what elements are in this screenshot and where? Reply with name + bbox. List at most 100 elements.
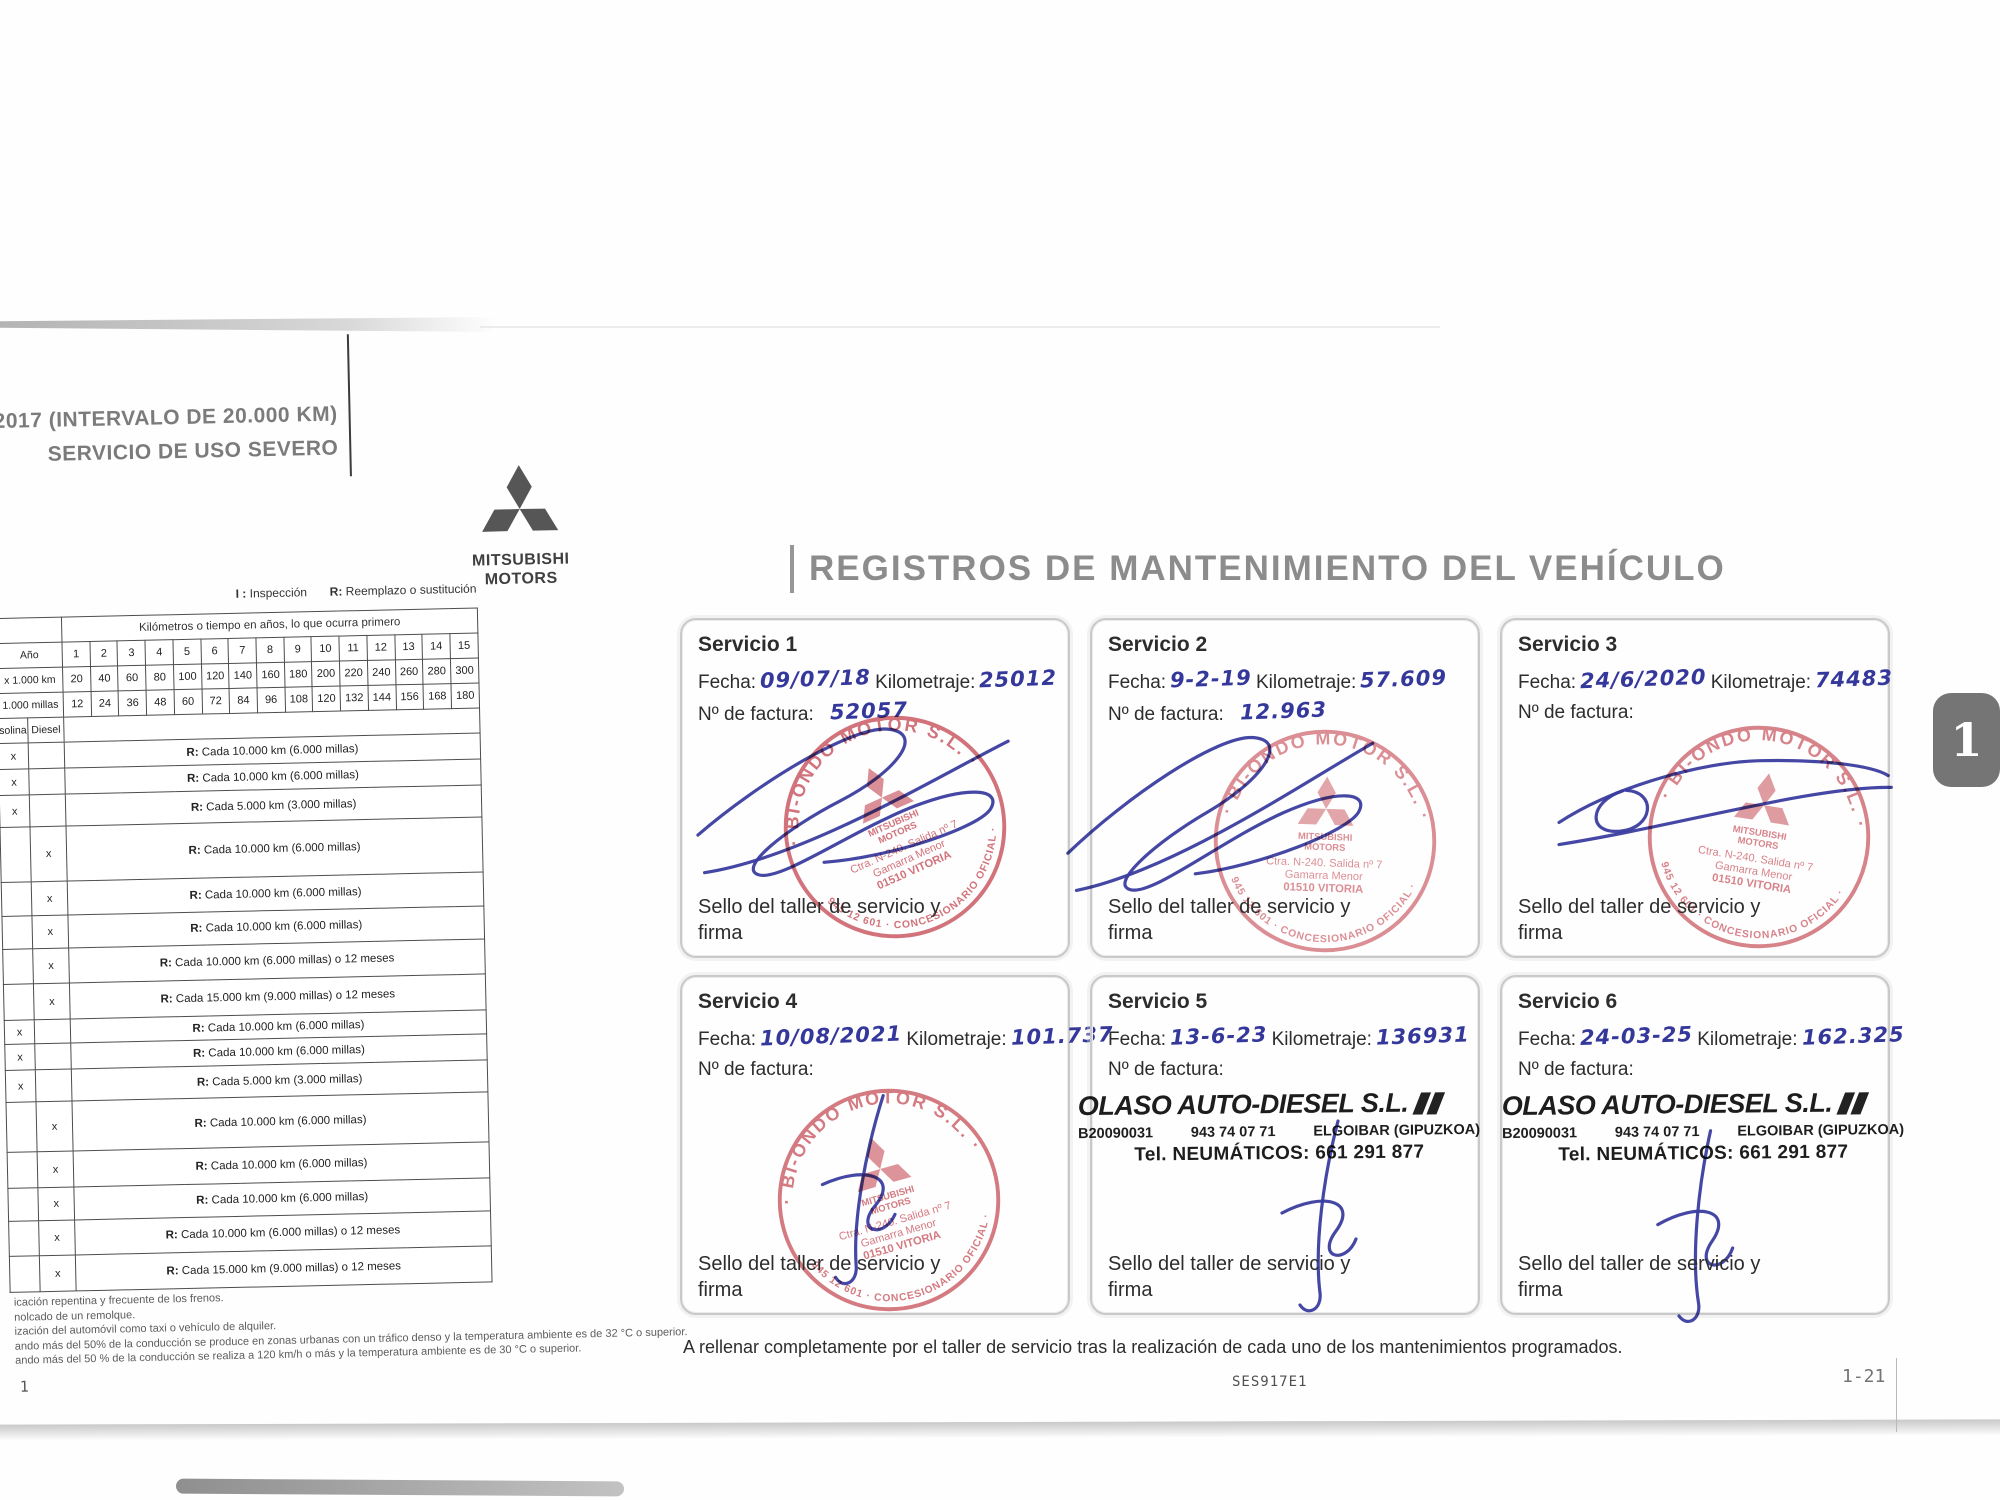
num-cell: 36 bbox=[118, 690, 147, 716]
service-box: · BI-ONDO MOTOR S.L. · 945 12 601 · CONC… bbox=[1500, 618, 1893, 958]
fuel-mark bbox=[0, 826, 32, 883]
services-grid: · BI-ONDO MOTOR S.L. · 945 12 601 · CONC… bbox=[680, 618, 1905, 1326]
fecha-label: Fecha: bbox=[1108, 672, 1167, 693]
divider bbox=[346, 334, 352, 477]
num-cell: 100 bbox=[173, 664, 202, 690]
num-cell: 13 bbox=[394, 634, 423, 660]
maintenance-schedule-panel: 2017 (INTERVALO DE 20.000 KM) SERVICIO D… bbox=[0, 318, 688, 1500]
num-cell: 8 bbox=[255, 637, 285, 663]
num-cell: 48 bbox=[146, 689, 175, 716]
legend-i-key: I : bbox=[235, 586, 247, 601]
fuel-mark: x bbox=[37, 1150, 74, 1188]
num-cell: 3 bbox=[117, 640, 146, 666]
fuel-mark bbox=[35, 1068, 73, 1102]
fuel-mark: x bbox=[4, 1043, 36, 1071]
brand-name-line1: MITSUBISHI bbox=[471, 550, 570, 570]
fuel-mark: x bbox=[39, 1254, 77, 1292]
maintenance-schedule-table: Kilómetros o tiempo en años, lo que ocur… bbox=[0, 607, 493, 1293]
num-cell: 168 bbox=[423, 683, 452, 710]
service-box: · BI-ONDO MOTOR S.L. · 945 12 601 · CONC… bbox=[1066, 618, 1480, 958]
sello-label-line1: Sello del taller de servicio y bbox=[698, 896, 941, 918]
num-cell: 280 bbox=[422, 658, 451, 685]
num-cell: 1 bbox=[62, 641, 91, 668]
service-date-km-line: Fecha: 13-6-23 Kilometraje: 136931 bbox=[1108, 1022, 1470, 1055]
section-tab: 1 bbox=[1933, 693, 2000, 787]
sello-label-line1: Sello del taller de servicio y bbox=[1108, 896, 1351, 918]
factura-value: 52057 bbox=[829, 697, 909, 725]
kilometraje-label: Kilometraje: bbox=[1271, 1029, 1372, 1050]
fecha-value: 24-03-25 bbox=[1579, 1022, 1694, 1050]
mitsubishi-brand: MITSUBISHI MOTORS bbox=[452, 457, 589, 590]
fecha-label: Fecha: bbox=[698, 1029, 757, 1050]
num-cell: 24 bbox=[90, 690, 120, 717]
num-cell: 4 bbox=[145, 639, 174, 666]
num-cell: 180 bbox=[284, 661, 313, 688]
service-title: Servicio 6 bbox=[1518, 990, 1618, 1013]
num-cell: 96 bbox=[257, 687, 286, 713]
num-cell: 6 bbox=[200, 638, 229, 665]
num-cell: 14 bbox=[422, 633, 451, 660]
sello-label-line1: Sello del taller de servicio y bbox=[1518, 1253, 1761, 1275]
service-box: · BI-ONDO MOTOR S.L. · 945 12 601 · CONC… bbox=[680, 618, 1070, 961]
service-title: Servicio 3 bbox=[1518, 633, 1618, 656]
page-reference: 1-21 bbox=[1842, 1366, 1886, 1387]
fuel-mark bbox=[7, 1151, 38, 1189]
fecha-label: Fecha: bbox=[698, 672, 757, 693]
sello-label-line2: firma bbox=[1108, 1279, 1153, 1301]
num-cell: 140 bbox=[228, 662, 258, 689]
legend-r-key: R: bbox=[329, 584, 343, 599]
num-cell: 72 bbox=[201, 688, 230, 715]
left-page-number: 1 bbox=[19, 1377, 29, 1396]
factura-label: Nº de factura: bbox=[698, 704, 814, 725]
service-invoice-line: Nº de factura: bbox=[1518, 1055, 1872, 1085]
num-cell: 300 bbox=[450, 658, 479, 684]
fuel-mark bbox=[3, 983, 35, 1021]
kilometraje-label: Kilometraje: bbox=[1255, 672, 1357, 693]
num-cell: 260 bbox=[394, 659, 424, 685]
num-cell: 11 bbox=[339, 635, 368, 662]
fecha-label: Fecha: bbox=[1518, 1029, 1577, 1050]
num-cell: 2 bbox=[89, 640, 118, 667]
num-cell: 80 bbox=[145, 664, 174, 691]
num-cell: 160 bbox=[256, 662, 285, 688]
fuel-mark: x bbox=[33, 983, 71, 1020]
service-title: Servicio 1 bbox=[698, 633, 798, 656]
miles-row-label: 1.000 millas bbox=[0, 692, 64, 719]
service-invoice-line: Nº de factura: 12.963 bbox=[1108, 697, 1462, 730]
fuel-mark: x bbox=[5, 1069, 37, 1103]
title-accent-bar bbox=[790, 545, 794, 593]
fuel-mark: x bbox=[31, 915, 69, 949]
fecha-value: 09/07/18 bbox=[759, 665, 872, 693]
num-cell: 132 bbox=[340, 685, 369, 712]
num-cell: 9 bbox=[283, 636, 312, 663]
fuel-mark: x bbox=[0, 768, 30, 796]
sello-label-line2: firma bbox=[1518, 1279, 1563, 1301]
fuel-mark bbox=[6, 1101, 38, 1153]
kilometraje-label: Kilometraje: bbox=[1697, 1029, 1798, 1050]
kilometraje-label: Kilometraje: bbox=[906, 1029, 1007, 1050]
fuel-mark bbox=[1, 881, 32, 917]
num-cell: 180 bbox=[450, 683, 480, 709]
num-cell: 15 bbox=[449, 633, 479, 659]
service-title: Servicio 5 bbox=[1108, 990, 1208, 1013]
fuel-mark: x bbox=[0, 794, 31, 828]
kilometraje-value: 57.609 bbox=[1359, 665, 1448, 693]
mitsubishi-logo-icon bbox=[475, 464, 565, 543]
interval-cell: R: Cada 10.000 km (6.000 millas) bbox=[66, 816, 484, 882]
service-box: OLASO AUTO-DIESEL S.L. B20090031 943 74 … bbox=[1500, 975, 1905, 1323]
fuel-mark: x bbox=[38, 1219, 76, 1256]
num-cell: 60 bbox=[173, 689, 203, 715]
num-cell: 60 bbox=[117, 665, 147, 691]
empty-cell bbox=[0, 617, 63, 644]
service-date-km-line: Fecha: 09/07/18 Kilometraje: 25012 bbox=[698, 665, 1058, 698]
fuel-mark: x bbox=[30, 826, 68, 882]
service-date-km-line: Fecha: 24/6/2020 Kilometraje: 74483 bbox=[1518, 665, 1893, 698]
schedule-title-line2: SERVICIO DE USO SEVERO bbox=[47, 436, 339, 466]
service-date-km-line: Fecha: 10/08/2021 Kilometraje: 101.737 bbox=[698, 1022, 1114, 1055]
footer-divider bbox=[1896, 1358, 1897, 1432]
sello-label-line1: Sello del taller de servicio y bbox=[1518, 896, 1761, 918]
sello-label-line2: firma bbox=[1108, 922, 1153, 944]
service-box: · BI-ONDO MOTOR S.L. · 945 12 601 · CONC… bbox=[680, 975, 1114, 1326]
interval-cell: R: Cada 10.000 km (6.000 millas) bbox=[72, 1091, 489, 1151]
num-cell: 12 bbox=[366, 634, 395, 661]
